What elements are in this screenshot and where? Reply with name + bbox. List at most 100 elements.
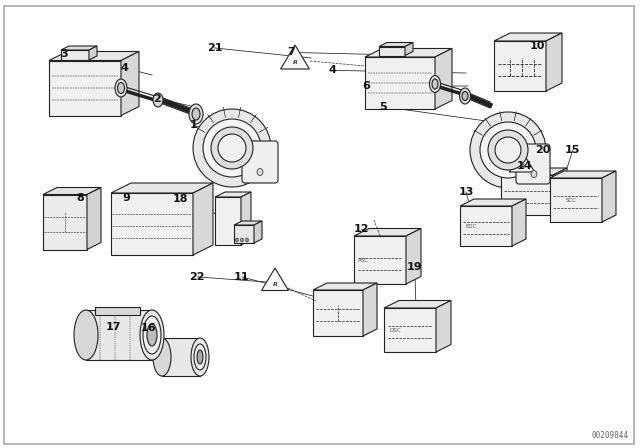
Polygon shape (121, 52, 139, 116)
Polygon shape (354, 236, 406, 284)
FancyBboxPatch shape (516, 144, 550, 184)
Ellipse shape (153, 338, 171, 376)
Polygon shape (363, 283, 377, 336)
Text: SCC: SCC (566, 198, 577, 202)
Polygon shape (550, 171, 616, 178)
Text: 19: 19 (407, 262, 422, 271)
Ellipse shape (115, 79, 127, 97)
Polygon shape (215, 192, 251, 197)
Polygon shape (602, 171, 616, 222)
Polygon shape (379, 47, 405, 56)
Polygon shape (313, 290, 363, 336)
Polygon shape (435, 48, 452, 109)
Polygon shape (509, 151, 534, 172)
Text: 12: 12 (354, 224, 369, 234)
Polygon shape (546, 33, 562, 91)
Polygon shape (61, 50, 89, 60)
Ellipse shape (194, 344, 206, 370)
Text: 2: 2 (153, 94, 161, 103)
Text: DSC: DSC (390, 327, 401, 332)
Text: 3: 3 (60, 49, 68, 59)
Ellipse shape (460, 88, 470, 104)
Ellipse shape (143, 316, 161, 354)
Ellipse shape (241, 238, 243, 242)
Polygon shape (313, 283, 377, 290)
Ellipse shape (470, 112, 546, 188)
Polygon shape (501, 175, 553, 215)
Ellipse shape (74, 310, 98, 360)
Polygon shape (460, 206, 512, 246)
Ellipse shape (203, 119, 261, 177)
Text: ASC: ASC (358, 258, 369, 263)
Text: R: R (520, 164, 524, 168)
Ellipse shape (197, 350, 203, 364)
Polygon shape (460, 199, 526, 206)
Polygon shape (494, 33, 562, 41)
Text: 8: 8 (76, 193, 84, 203)
Ellipse shape (432, 79, 438, 89)
Polygon shape (87, 188, 101, 250)
Polygon shape (365, 57, 435, 109)
Polygon shape (111, 193, 193, 255)
Text: 9: 9 (123, 193, 131, 203)
Polygon shape (43, 194, 87, 250)
Ellipse shape (118, 82, 125, 94)
Text: 1: 1 (189, 121, 197, 130)
Polygon shape (384, 308, 436, 352)
Text: 13: 13 (458, 187, 474, 197)
Ellipse shape (429, 76, 440, 92)
Polygon shape (405, 43, 413, 56)
Polygon shape (553, 168, 567, 215)
Polygon shape (379, 43, 413, 47)
Polygon shape (49, 52, 139, 60)
Ellipse shape (140, 310, 164, 360)
Ellipse shape (531, 171, 537, 177)
Ellipse shape (236, 238, 239, 242)
Polygon shape (162, 338, 200, 376)
Ellipse shape (193, 109, 271, 187)
Text: 10: 10 (530, 41, 545, 51)
Text: 5: 5 (379, 102, 387, 112)
Ellipse shape (462, 91, 468, 100)
Text: 6: 6 (362, 81, 370, 91)
Polygon shape (234, 225, 254, 243)
Ellipse shape (495, 137, 521, 163)
Ellipse shape (191, 338, 209, 376)
Polygon shape (501, 168, 567, 175)
FancyBboxPatch shape (242, 141, 278, 183)
Text: 20: 20 (535, 145, 550, 155)
Polygon shape (89, 46, 97, 60)
Ellipse shape (257, 168, 263, 176)
Text: 17: 17 (106, 322, 122, 332)
Ellipse shape (147, 324, 157, 346)
Bar (95, 307, 140, 315)
Polygon shape (550, 178, 602, 222)
Polygon shape (365, 48, 452, 57)
Polygon shape (262, 268, 289, 290)
Text: 14: 14 (517, 161, 532, 171)
Text: 11: 11 (234, 272, 250, 282)
Ellipse shape (488, 130, 528, 170)
Ellipse shape (153, 93, 163, 107)
Polygon shape (280, 45, 309, 69)
Ellipse shape (480, 122, 536, 178)
Polygon shape (254, 221, 262, 243)
Text: 4: 4 (121, 63, 129, 73)
Polygon shape (86, 310, 152, 360)
Ellipse shape (192, 108, 200, 120)
Polygon shape (43, 188, 101, 194)
Polygon shape (512, 199, 526, 246)
Text: 4: 4 (329, 65, 337, 75)
Polygon shape (215, 197, 241, 245)
Text: 16: 16 (141, 323, 156, 333)
Polygon shape (436, 301, 451, 352)
Text: 18: 18 (173, 194, 188, 204)
Polygon shape (384, 301, 451, 308)
Text: 00209844: 00209844 (591, 431, 628, 440)
Polygon shape (111, 183, 213, 193)
Text: 21: 21 (207, 43, 222, 53)
Polygon shape (49, 60, 121, 116)
Polygon shape (406, 228, 421, 284)
Polygon shape (241, 192, 251, 245)
Text: R: R (292, 60, 298, 65)
